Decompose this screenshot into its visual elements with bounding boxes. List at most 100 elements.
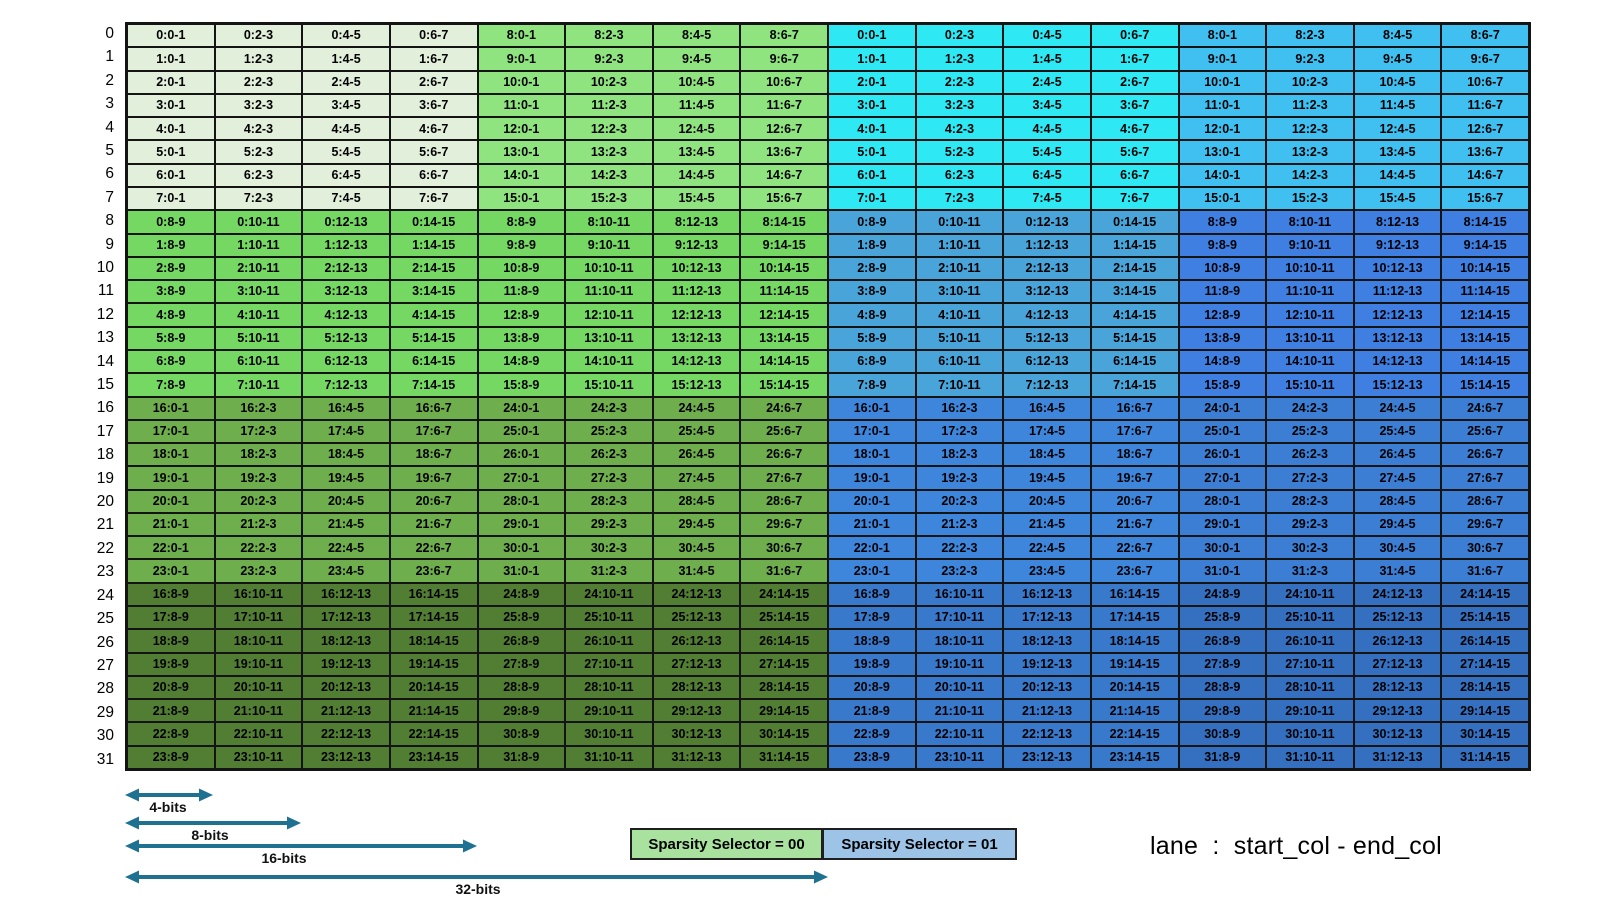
grid-cell: 20:0-1 xyxy=(127,489,215,513)
grid-cell: 21:0-1 xyxy=(828,512,916,537)
grid-cell: 6:10-11 xyxy=(915,349,1004,374)
row-label: 6 xyxy=(105,165,114,183)
grid-cell: 26:10-11 xyxy=(565,629,653,653)
grid-cell: 9:2-3 xyxy=(1266,47,1354,71)
grid-cell: 27:0-1 xyxy=(477,466,566,490)
grid-cell: 12:4-5 xyxy=(1353,117,1442,141)
grid-cell: 19:4-5 xyxy=(302,466,390,490)
grid-cell: 4:6-7 xyxy=(1090,117,1179,141)
grid-cell: 14:12-13 xyxy=(1353,349,1442,374)
grid-cell: 6:10-11 xyxy=(214,349,303,374)
grid-cell: 2:2-3 xyxy=(214,70,303,94)
grid-cell: 27:14-15 xyxy=(740,652,828,676)
grid-cell: 10:2-3 xyxy=(1266,70,1354,94)
grid-cell: 14:8-9 xyxy=(477,349,566,374)
grid-cell: 19:0-1 xyxy=(828,466,916,490)
grid-cell: 1:6-7 xyxy=(1090,47,1179,71)
grid-cell: 11:6-7 xyxy=(740,93,828,118)
grid-cell: 28:2-3 xyxy=(565,489,653,513)
grid-cell: 19:2-3 xyxy=(214,466,303,490)
grid-cell: 15:6-7 xyxy=(740,186,828,211)
grid-cell: 24:12-13 xyxy=(652,582,741,607)
grid-cell: 18:8-9 xyxy=(127,629,215,653)
grid-cell: 30:4-5 xyxy=(1353,536,1442,560)
grid-cell: 1:12-13 xyxy=(1003,233,1091,257)
grid-cell: 28:14-15 xyxy=(1441,675,1529,700)
grid-cell: 24:2-3 xyxy=(1266,396,1354,420)
grid-cell: 31:0-1 xyxy=(1178,559,1267,583)
grid-cell: 4:0-1 xyxy=(828,117,916,141)
grid-cell: 3:4-5 xyxy=(1003,93,1091,118)
grid-cell: 14:6-7 xyxy=(740,163,828,187)
grid-cell: 28:12-13 xyxy=(1353,675,1442,700)
grid-cell: 10:4-5 xyxy=(1353,70,1442,94)
grid-cell: 0:0-1 xyxy=(127,24,215,48)
row-label: 15 xyxy=(96,376,114,394)
grid-cell: 28:0-1 xyxy=(1178,489,1267,513)
grid-cell: 8:10-11 xyxy=(565,210,653,234)
grid-cell: 5:10-11 xyxy=(214,326,303,350)
row-label: 19 xyxy=(96,469,114,487)
grid-cell: 16:0-1 xyxy=(828,396,916,420)
grid-cell: 15:4-5 xyxy=(1353,186,1442,211)
grid-cell: 3:8-9 xyxy=(127,280,215,304)
grid-cell: 17:8-9 xyxy=(828,606,916,630)
grid-cell: 15:0-1 xyxy=(1178,186,1267,211)
row-label: 1 xyxy=(105,48,114,66)
grid-cell: 12:2-3 xyxy=(1266,117,1354,141)
grid-cell: 19:4-5 xyxy=(1003,466,1091,490)
grid-cell: 1:10-11 xyxy=(214,233,303,257)
grid-cell: 31:8-9 xyxy=(1178,745,1267,769)
grid-cell: 2:0-1 xyxy=(828,70,916,94)
grid-cell: 6:14-15 xyxy=(389,349,478,374)
grid-cell: 0:10-11 xyxy=(214,210,303,234)
row-label: 25 xyxy=(96,610,114,628)
grid-cell: 29:14-15 xyxy=(740,699,828,723)
grid-cell: 6:4-5 xyxy=(302,163,390,187)
grid-cell: 11:10-11 xyxy=(565,280,653,304)
grid-cell: 27:12-13 xyxy=(652,652,741,676)
grid-cell: 0:6-7 xyxy=(1090,24,1179,48)
grid-cell: 8:4-5 xyxy=(652,24,741,48)
grid-cell: 20:2-3 xyxy=(214,489,303,513)
grid-cell: 17:4-5 xyxy=(1003,419,1091,444)
grid-cell: 30:14-15 xyxy=(740,722,828,746)
grid-cell: 18:4-5 xyxy=(302,443,390,467)
row-label: 12 xyxy=(96,305,114,323)
grid-cell: 31:2-3 xyxy=(565,559,653,583)
grid-cell: 17:2-3 xyxy=(214,419,303,444)
grid-cell: 9:0-1 xyxy=(477,47,566,71)
grid-cell: 17:10-11 xyxy=(915,606,1004,630)
grid-cell: 15:4-5 xyxy=(652,186,741,211)
grid-cell: 10:4-5 xyxy=(652,70,741,94)
grid-cell: 23:0-1 xyxy=(127,559,215,583)
grid-cell: 0:4-5 xyxy=(1003,24,1091,48)
row-label: 11 xyxy=(97,282,114,300)
grid-cell: 30:4-5 xyxy=(652,536,741,560)
grid-cell: 24:6-7 xyxy=(1441,396,1529,420)
grid-cell: 29:8-9 xyxy=(477,699,566,723)
grid-cell: 9:6-7 xyxy=(1441,47,1529,71)
row-label: 23 xyxy=(96,563,114,581)
row-label: 8 xyxy=(105,212,114,230)
grid-cell: 11:2-3 xyxy=(565,93,653,118)
grid-cell: 31:4-5 xyxy=(652,559,741,583)
grid-cell: 26:4-5 xyxy=(1353,443,1442,467)
grid-cell: 24:14-15 xyxy=(740,582,828,607)
grid-cell: 14:0-1 xyxy=(1178,163,1267,187)
grid-cell: 28:2-3 xyxy=(1266,489,1354,513)
grid-cell: 21:6-7 xyxy=(389,512,478,537)
grid-cell: 0:0-1 xyxy=(828,24,916,48)
grid-cell: 30:12-13 xyxy=(1353,722,1442,746)
grid-cell: 9:12-13 xyxy=(1353,233,1442,257)
grid-cell: 20:14-15 xyxy=(1090,675,1179,700)
grid-cell: 31:6-7 xyxy=(740,559,828,583)
grid-cell: 18:0-1 xyxy=(127,443,215,467)
grid-cell: 29:10-11 xyxy=(1266,699,1354,723)
grid-cell: 10:0-1 xyxy=(1178,70,1267,94)
grid-cell: 22:0-1 xyxy=(127,536,215,560)
grid-cell: 16:12-13 xyxy=(302,582,390,607)
grid-cell: 16:2-3 xyxy=(915,396,1004,420)
grid-cell: 11:4-5 xyxy=(1353,93,1442,118)
grid-cell: 2:4-5 xyxy=(302,70,390,94)
